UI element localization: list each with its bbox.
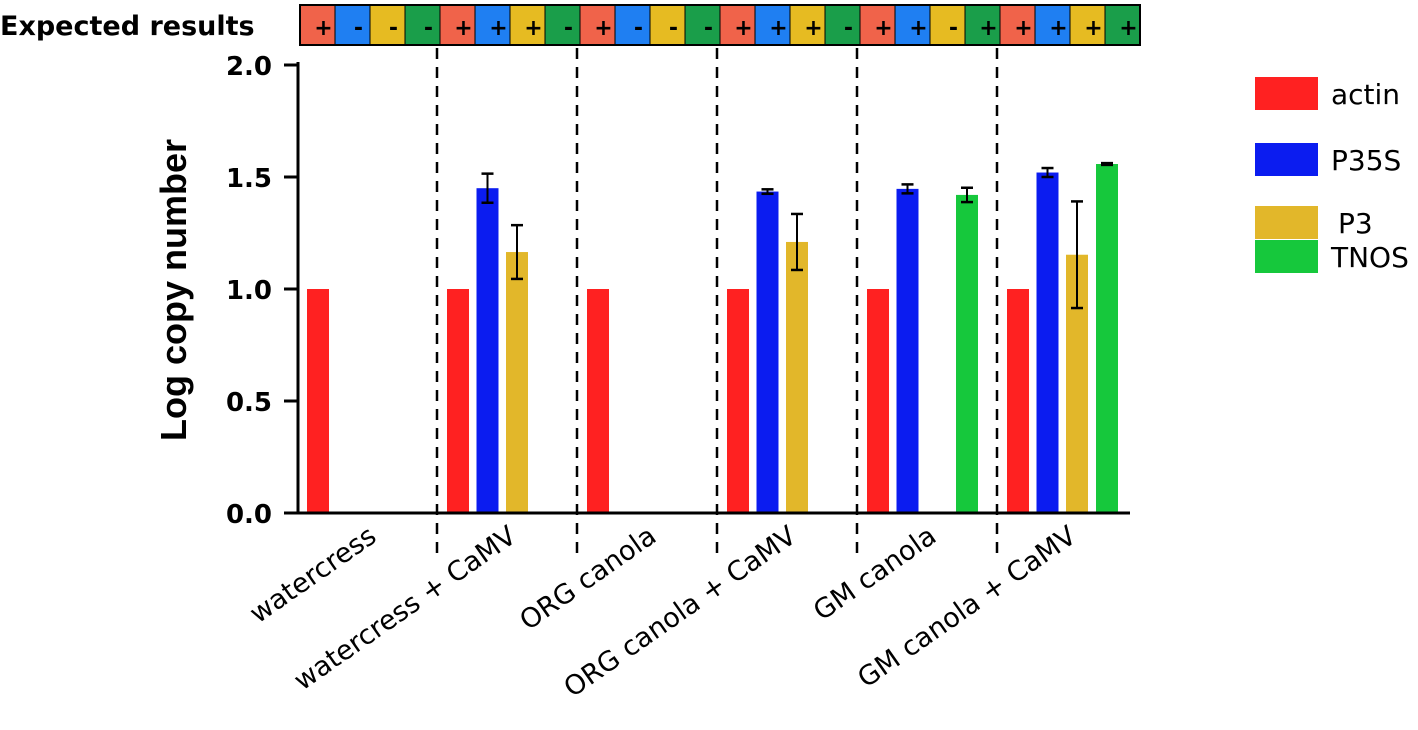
bar-actin: [867, 289, 889, 513]
expected-sign: +: [734, 16, 752, 41]
legend-swatch-tnos: [1255, 240, 1318, 273]
expected-sign: +: [979, 16, 997, 41]
group-separators: [435, 48, 999, 558]
legend-swatch-actin: [1255, 77, 1318, 110]
expected-cell: [999, 4, 1036, 46]
legend-swatch-p3: [1255, 206, 1318, 239]
expected-cell: [789, 4, 826, 46]
bar-tnos: [1096, 164, 1118, 513]
category-label: ORG canola + CaMV: [559, 520, 803, 704]
y-axis-label: Log copy number: [153, 139, 194, 441]
bar-actin: [727, 289, 749, 513]
expected-sign: -: [844, 16, 853, 41]
expected-sign: +: [1049, 16, 1067, 41]
expected-results-title: Expected results: [0, 11, 255, 42]
expected-cell: [649, 4, 686, 46]
bar-p3: [1066, 254, 1088, 513]
expected-cell: [894, 4, 931, 46]
bar-actin: [1007, 289, 1029, 513]
bar-p35s: [1036, 172, 1059, 513]
expected-sign: -: [354, 16, 363, 41]
y-axis-ticks: 0.0 0.5 1.0 1.5 2.0: [226, 52, 298, 530]
expected-sign: +: [909, 16, 927, 41]
expected-sign: +: [489, 16, 507, 41]
bar-actin: [447, 289, 469, 513]
expected-sign: +: [454, 16, 472, 41]
expected-sign: +: [314, 16, 332, 41]
expected-cell: [614, 4, 651, 46]
expected-cell: [719, 4, 756, 46]
legend-label-p35s: P35S: [1331, 144, 1401, 177]
y-tick-label: 0.0: [226, 500, 272, 530]
expected-sign: +: [1119, 16, 1137, 41]
y-tick-label: 2.0: [226, 52, 272, 82]
bar-p35s: [756, 191, 779, 513]
bar-tnos: [956, 194, 978, 514]
legend-label-actin: actin: [1331, 78, 1400, 111]
category-label: watercress + CaMV: [288, 520, 522, 697]
expected-cell: [684, 4, 721, 46]
expected-sign: -: [669, 16, 678, 41]
bar-actin: [587, 289, 609, 513]
expected-sign: +: [1084, 16, 1102, 41]
expected-cell: [334, 4, 371, 46]
expected-sign: +: [874, 16, 892, 41]
category-label: watercress: [244, 520, 382, 629]
bar-p3: [786, 241, 808, 513]
expected-cell: [929, 4, 966, 46]
bar-p3: [506, 252, 528, 514]
expected-cell: [824, 4, 861, 46]
expected-grid-border: [299, 4, 1141, 46]
bar-p35s: [476, 188, 499, 513]
error-bars: [481, 161, 1113, 310]
expected-cell: [439, 4, 476, 46]
expected-sign: -: [424, 16, 433, 41]
bar-actin: [307, 289, 329, 513]
expected-results-grid: + - - - + + + - + - - - + + + - + + - + + + + +: [299, 4, 1141, 46]
y-tick-label: 1.0: [226, 276, 272, 306]
expected-sign: +: [804, 16, 822, 41]
y-tick-label: 1.5: [226, 164, 272, 194]
expected-sign: -: [634, 16, 643, 41]
expected-cell: [544, 4, 581, 46]
expected-sign: +: [1014, 16, 1032, 41]
expected-sign: -: [389, 16, 398, 41]
legend-swatch-p35s: [1255, 143, 1318, 176]
bars: [307, 164, 1118, 514]
y-tick-label: 0.5: [226, 388, 272, 418]
expected-sign: -: [564, 16, 573, 41]
expected-sign: -: [949, 16, 958, 41]
bar-p35s: [896, 188, 919, 513]
category-label: GM canola: [808, 520, 942, 627]
legend-label-tnos: TNOS: [1330, 241, 1409, 274]
expected-sign: +: [524, 16, 542, 41]
expected-cell: [369, 4, 406, 46]
expected-sign: -: [704, 16, 713, 41]
expected-cell: [404, 4, 441, 46]
expected-sign: +: [594, 16, 612, 41]
category-label: ORG canola: [514, 520, 662, 636]
legend-label-p3: P3: [1338, 207, 1373, 240]
expected-sign: +: [769, 16, 787, 41]
